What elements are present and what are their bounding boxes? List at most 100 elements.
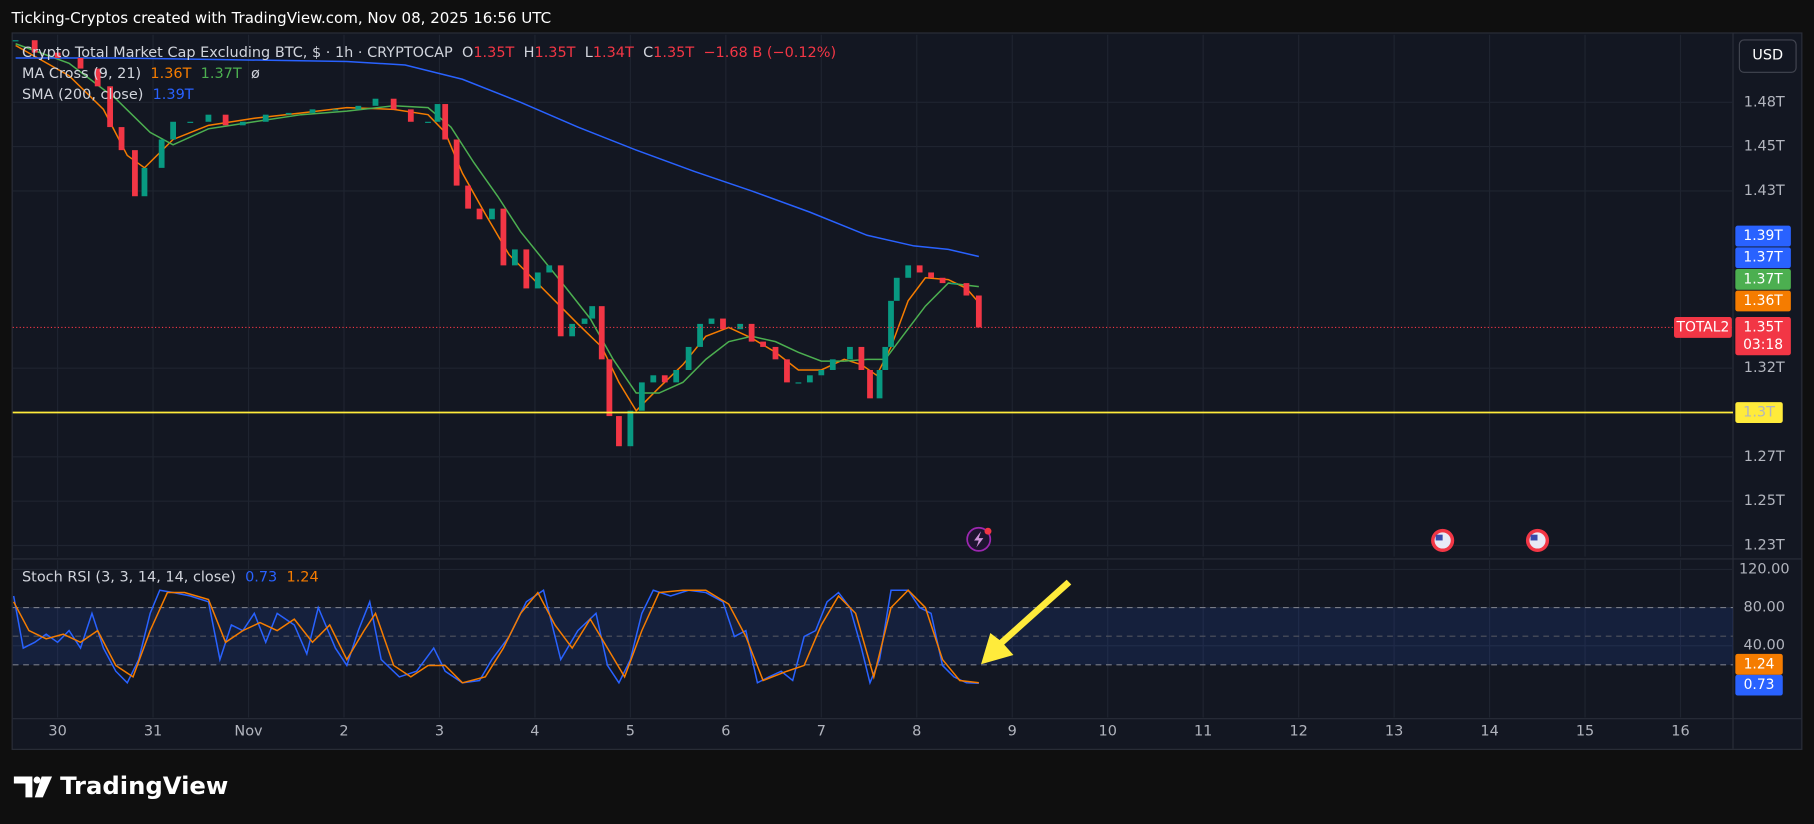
candle	[760, 341, 766, 347]
candle	[882, 346, 889, 370]
candle	[390, 98, 397, 110]
candle	[616, 416, 622, 447]
candle	[222, 114, 229, 126]
symbol-label-box	[1674, 317, 1732, 338]
candle	[205, 114, 212, 122]
y-tick-label: 1.27T	[1744, 449, 1785, 465]
candle	[720, 318, 726, 330]
axis-badge: 1.37T	[1743, 250, 1783, 266]
brand-logo: TradingView	[13, 771, 228, 800]
legend-note: ø	[251, 66, 260, 82]
candle	[170, 121, 177, 140]
candle	[407, 109, 414, 122]
currency-button[interactable]: USD	[1738, 39, 1797, 73]
symbol-label: TOTAL2	[1676, 319, 1730, 335]
oscillator-line	[12, 589, 979, 684]
value-badge-box	[1735, 653, 1783, 675]
candle	[939, 277, 946, 284]
alert-icon-dot	[984, 527, 992, 535]
logo-mark	[13, 776, 33, 798]
x-tick-label: 12	[1289, 723, 1307, 739]
axis-badge-box	[1735, 247, 1791, 269]
alert-icon-bolt	[974, 531, 984, 548]
legend-line: MA Cross (9, 21) 1.36T 1.37T ø	[22, 66, 260, 82]
value-badge: 1.24	[1744, 656, 1775, 672]
ohlc-value: 1.35T	[473, 45, 514, 61]
y-tick-label: 120.00	[1739, 561, 1790, 577]
candle	[31, 40, 38, 53]
legend-value: 1.37T	[201, 66, 242, 82]
x-tick-label: 4	[530, 723, 539, 739]
value-badge-box	[1735, 674, 1783, 696]
candle	[500, 208, 507, 266]
x-tick-label: 5	[626, 723, 635, 739]
x-tick-label: 10	[1099, 723, 1117, 739]
event-flag-canton	[1530, 534, 1538, 541]
ohlc-value: 1.35T	[653, 45, 694, 61]
legend-value: 1.24	[287, 569, 319, 585]
candle	[963, 283, 970, 296]
candle	[141, 167, 148, 197]
x-tick-label: 2	[339, 723, 348, 739]
x-tick-label: 6	[721, 723, 730, 739]
value-badge: 0.73	[1744, 677, 1775, 693]
event-icon[interactable]	[1525, 528, 1550, 553]
candle	[673, 369, 680, 383]
candle	[581, 318, 588, 324]
currency-button-box[interactable]	[1738, 39, 1797, 73]
last-price-box	[1735, 317, 1791, 356]
candle	[285, 112, 292, 115]
x-tick-label: 14	[1480, 723, 1498, 739]
axis-badge: 1.39T	[1743, 228, 1783, 244]
legend-title: Crypto Total Market Cap Excluding BTC, $…	[22, 45, 453, 61]
candle	[132, 150, 138, 197]
brand-name: TradingView	[60, 771, 228, 800]
candle	[916, 265, 923, 273]
candle	[489, 208, 495, 220]
legend-value: 0.73	[245, 569, 277, 585]
annotation-arrow	[981, 579, 1072, 665]
candle	[12, 40, 19, 42]
candle	[928, 272, 934, 278]
currency-label[interactable]: USD	[1752, 48, 1783, 64]
candle	[54, 52, 61, 58]
oscillator-line	[12, 588, 979, 686]
candle	[262, 114, 269, 122]
indicator-line	[15, 57, 980, 258]
axis-badge-box	[1735, 290, 1791, 312]
ohlc-value: 1.34T	[593, 45, 634, 61]
candle	[905, 265, 912, 278]
candle	[772, 346, 779, 360]
level-label-box	[1735, 402, 1783, 423]
candle	[425, 121, 431, 123]
x-tick-label: 7	[817, 723, 826, 739]
ohlc-key: L	[585, 45, 593, 61]
legend-name: SMA (200, close)	[22, 87, 143, 103]
change-value: −1.68 B (−0.12%)	[703, 45, 836, 61]
time-axis: 30 31 Nov 2 3 4 5 6 7 8 9 10 11 12 13 14 15 16	[48, 723, 1689, 739]
y-tick-label: 1.48T	[1744, 94, 1785, 110]
alert-icon[interactable]	[966, 526, 992, 552]
candle	[118, 127, 125, 151]
candle	[888, 300, 894, 347]
candle	[77, 57, 84, 69]
header-text: Ticking-Cryptos created with TradingView…	[11, 9, 552, 27]
candle	[158, 139, 165, 168]
candle	[829, 359, 836, 370]
candle	[476, 208, 483, 220]
candle	[818, 369, 825, 376]
x-tick-label: 15	[1576, 723, 1594, 739]
ohlc-key: C	[643, 45, 653, 61]
candle	[638, 382, 645, 411]
candle	[748, 323, 755, 342]
candle	[453, 139, 460, 186]
candle	[569, 323, 576, 337]
axis-badge-box	[1735, 268, 1791, 290]
candle	[355, 105, 362, 110]
candle	[876, 369, 883, 399]
candle	[795, 382, 802, 384]
candle	[650, 375, 657, 383]
x-tick-label: 13	[1385, 723, 1403, 739]
candle	[737, 323, 744, 330]
event-icon[interactable]	[1431, 528, 1455, 553]
